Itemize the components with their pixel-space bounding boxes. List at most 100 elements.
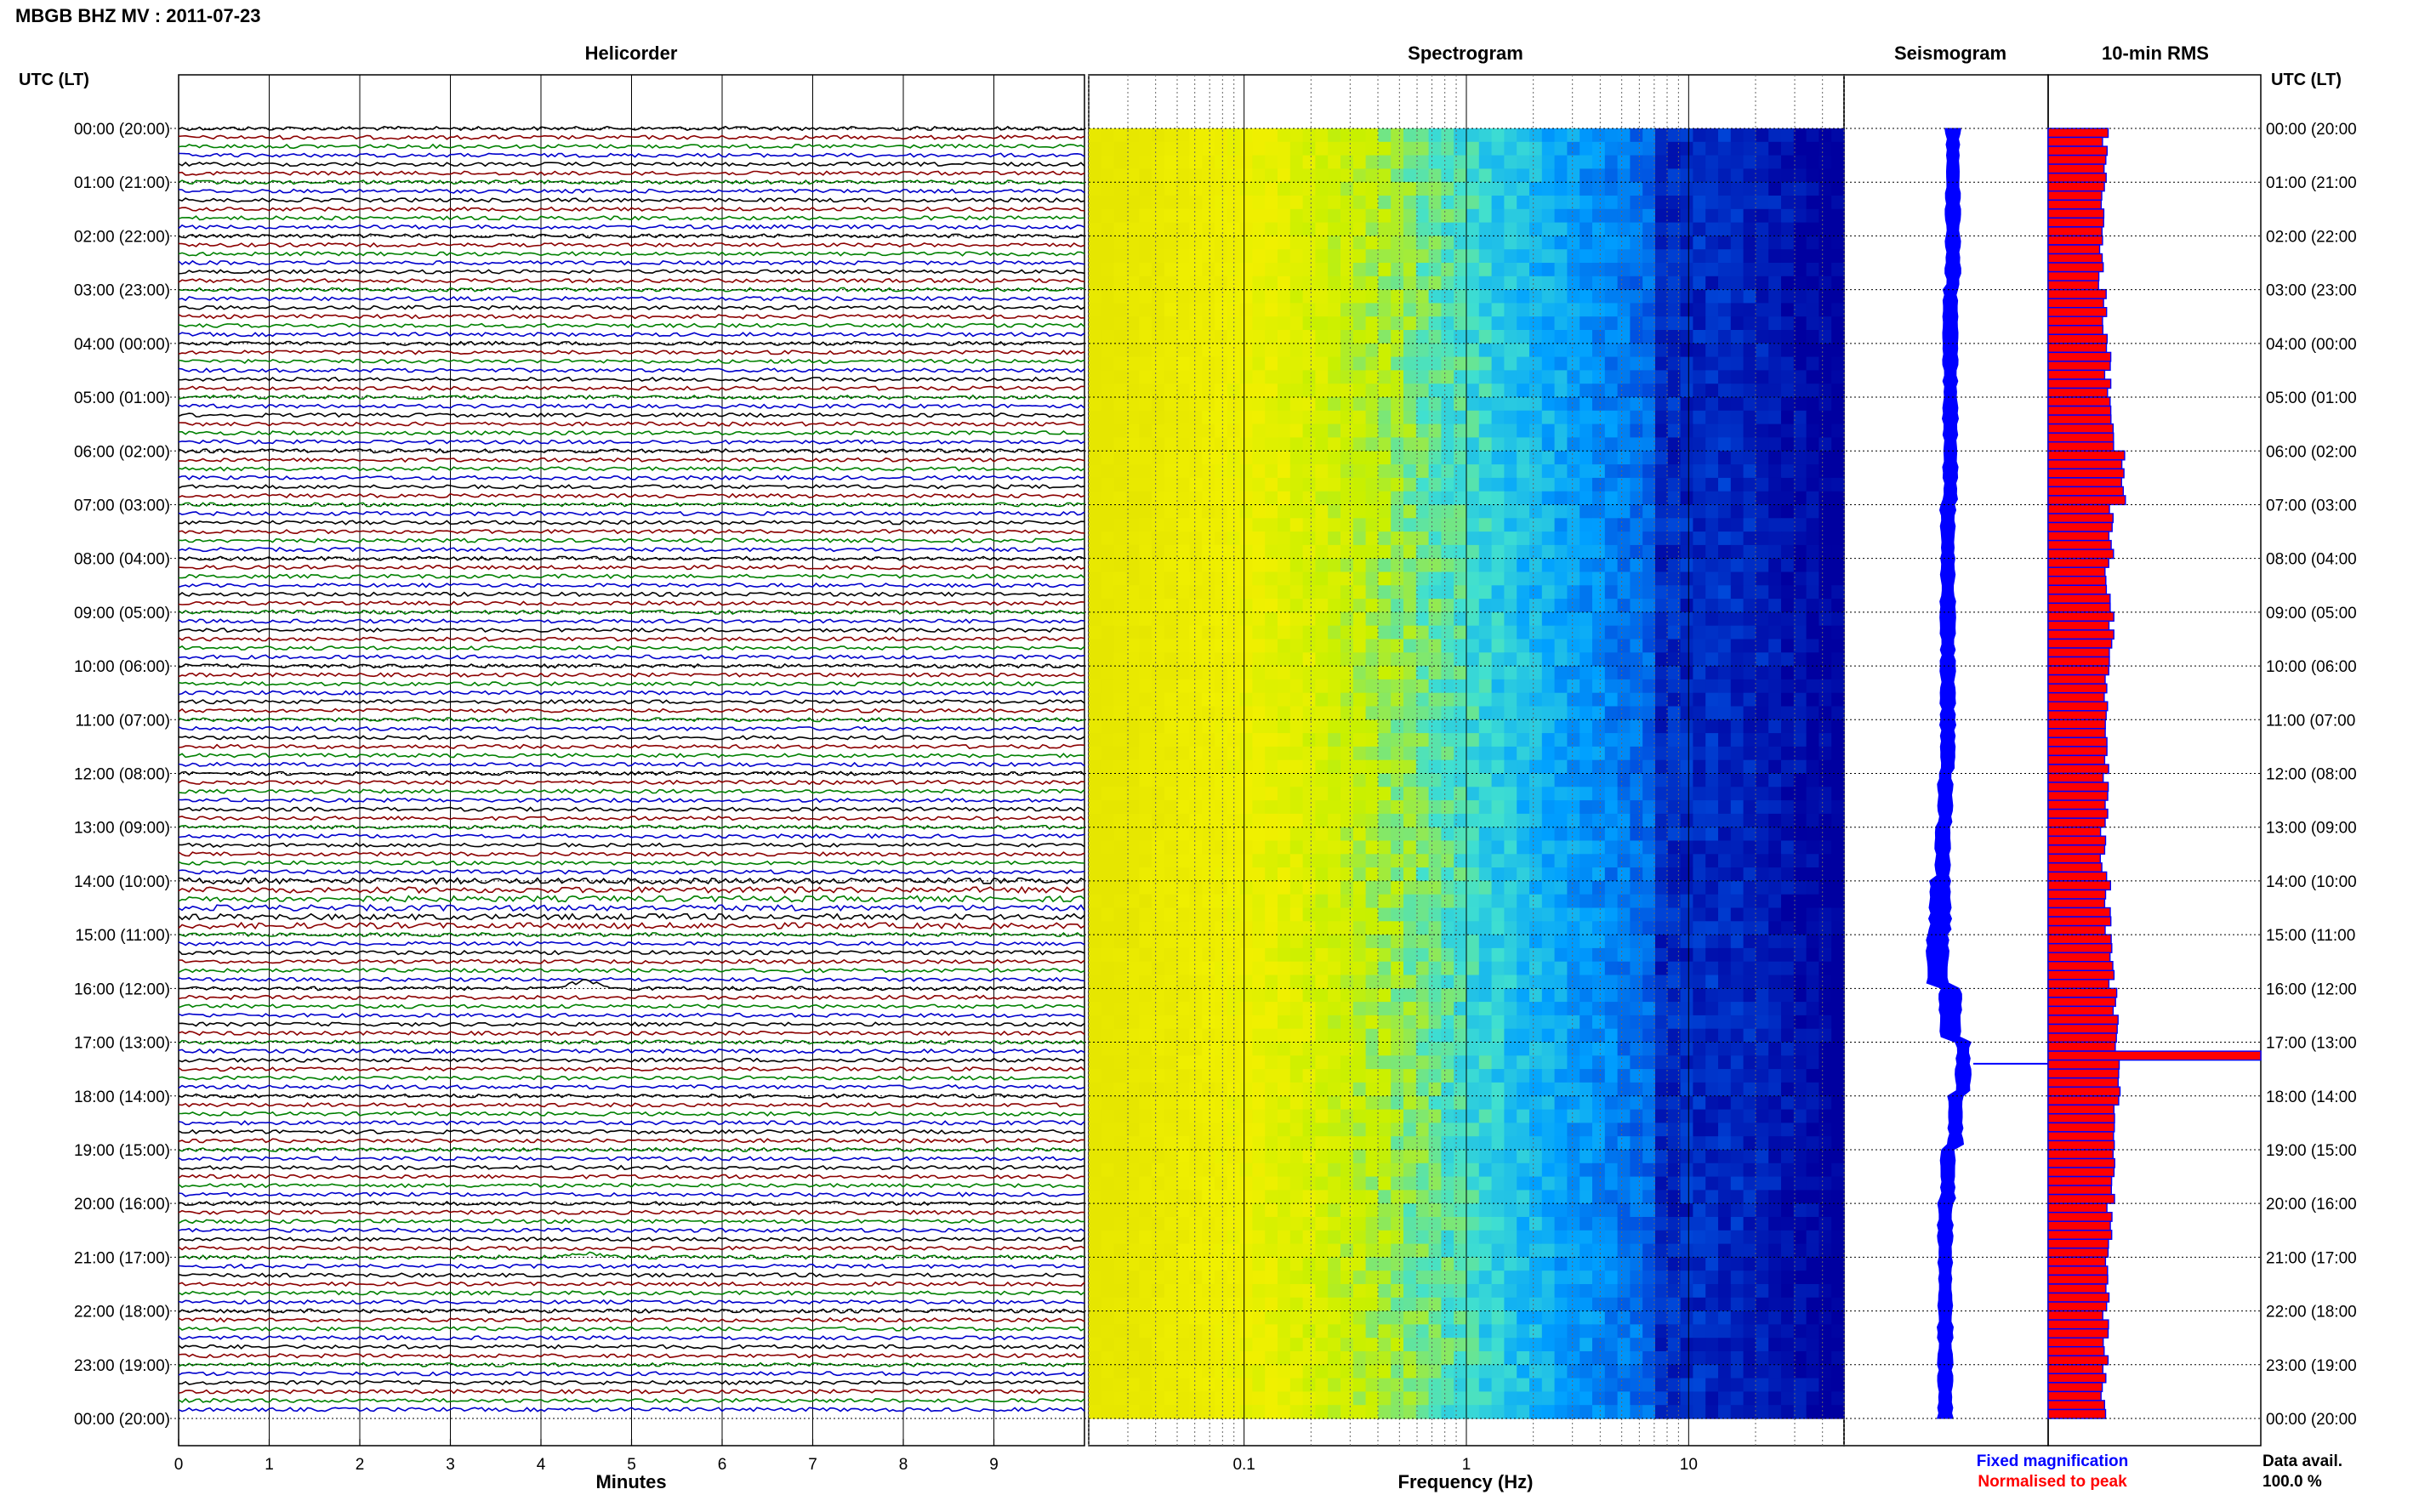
spectrogram-cell: [1579, 947, 1593, 963]
spectrogram-cell: [1655, 639, 1669, 653]
spectrogram-cell: [1239, 196, 1253, 210]
spectrogram-cell: [1113, 558, 1127, 573]
spectrogram-cell: [1466, 464, 1480, 479]
spectrogram-cell: [1667, 356, 1682, 371]
spectrogram-cell: [1466, 477, 1480, 492]
spectrogram-cell: [1730, 303, 1745, 317]
spectrogram-cell: [1504, 1162, 1517, 1178]
spectrogram-cell: [1403, 196, 1417, 210]
spectrogram-cell: [1819, 1015, 1832, 1030]
spectrogram-cell: [1567, 1162, 1580, 1178]
spectrogram-cell: [1428, 155, 1442, 169]
spectrogram-cell: [1189, 1190, 1203, 1204]
spectrogram-cell: [1831, 585, 1845, 600]
spectrogram-cell: [1504, 316, 1517, 331]
spectrogram-cell: [1252, 1055, 1266, 1070]
spectrogram-cell: [1831, 464, 1845, 479]
spectrogram-cell: [1189, 1150, 1203, 1164]
spectrogram-cell: [1302, 880, 1316, 895]
spectrogram-cell: [1806, 356, 1819, 371]
spectrogram-cell: [1176, 182, 1190, 196]
spectrogram-cell: [1730, 504, 1745, 519]
spectrogram-cell: [1454, 787, 1467, 801]
helicorder-trace: [178, 484, 1085, 490]
spectrogram-cell: [1831, 921, 1845, 935]
spectrogram-cell: [1831, 236, 1845, 250]
spectrogram-cell: [1831, 867, 1845, 882]
spectrogram-cell: [1340, 236, 1354, 250]
spectrogram-cell: [1831, 652, 1845, 667]
spectrogram-cell: [1391, 759, 1404, 775]
spectrogram-cell: [1089, 773, 1102, 787]
spectrogram-cell: [1478, 477, 1493, 492]
spectrogram-cell: [1693, 303, 1706, 317]
spectrogram-cell: [1529, 1150, 1543, 1164]
spectrogram-cell: [1517, 558, 1530, 573]
spectrogram-cell: [1517, 1028, 1530, 1043]
spectrogram-cell: [1378, 1150, 1392, 1164]
spectrogram-cell: [1504, 370, 1517, 384]
spectrogram-cell: [1089, 316, 1102, 331]
spectrogram-cell: [1328, 1082, 1341, 1097]
spectrogram-cell: [1768, 182, 1782, 196]
spectrogram-cell: [1630, 182, 1643, 196]
spectrogram-cell: [1617, 1176, 1631, 1191]
spectrogram-cell: [1403, 692, 1417, 708]
spectrogram-cell: [1831, 988, 1845, 1003]
helicorder-trace: [178, 1164, 1085, 1171]
spectrogram-cell: [1806, 208, 1819, 224]
spectrogram-cell: [1101, 249, 1115, 264]
spectrogram-cell: [1630, 518, 1643, 532]
spectrogram-cell: [1176, 625, 1190, 640]
spectrogram-cell: [1152, 1069, 1165, 1083]
spectrogram-cell: [1793, 544, 1807, 560]
helicorder-trace: [178, 680, 1085, 687]
spectrogram-cell: [1806, 1028, 1819, 1043]
spectrogram-cell: [1340, 208, 1354, 224]
spectrogram-cell: [1454, 397, 1467, 412]
spectrogram-cell: [1340, 947, 1354, 963]
spectrogram-cell: [1340, 759, 1354, 775]
spectrogram-cell: [1517, 719, 1530, 734]
spectrogram-cell: [1642, 692, 1656, 708]
spectrogram-cell: [1529, 733, 1543, 747]
spectrogram-cell: [1730, 759, 1745, 775]
spectrogram-cell: [1340, 410, 1354, 425]
spectrogram-cell: [1667, 1082, 1682, 1097]
spectrogram-cell: [1365, 947, 1379, 963]
spectrogram-cell: [1101, 1176, 1115, 1191]
spectrogram-cell: [1806, 1069, 1819, 1083]
spectrogram-cell: [1113, 128, 1127, 143]
spectrogram-cell: [1289, 961, 1304, 976]
spectrogram-cell: [1630, 947, 1643, 963]
spectrogram-cell: [1403, 1109, 1417, 1123]
spectrogram-cell: [1454, 168, 1467, 183]
spectrogram-cell: [1630, 263, 1643, 277]
spectrogram-cell: [1239, 1055, 1253, 1070]
spectrogram-cell: [1378, 773, 1392, 787]
spectrogram-cell: [1756, 128, 1769, 143]
spectrogram-cell: [1415, 947, 1430, 963]
spectrogram-cell: [1680, 316, 1693, 331]
spectrogram-cell: [1365, 1042, 1379, 1056]
spectrogram-cell: [1176, 1176, 1190, 1191]
spectrogram-cell: [1781, 867, 1795, 882]
spectrogram-cell: [1089, 827, 1102, 842]
spectrogram-cell: [1756, 1055, 1769, 1070]
spectrogram-cell: [1529, 236, 1543, 250]
spectrogram-cell: [1617, 652, 1631, 667]
spectrogram-cell: [1743, 639, 1756, 653]
spectrogram-cell: [1756, 263, 1769, 277]
spectrogram-cell: [1831, 746, 1845, 761]
spectrogram-cell: [1189, 384, 1203, 398]
spectrogram-cell: [1617, 1082, 1631, 1097]
spectrogram-cell: [1604, 867, 1619, 882]
spectrogram-cell: [1340, 719, 1354, 734]
spectrogram-cell: [1441, 935, 1454, 949]
spectrogram-cell: [1378, 1095, 1392, 1111]
spectrogram-cell: [1302, 423, 1316, 438]
spectrogram-cell: [1529, 1095, 1543, 1111]
spectrogram-cell: [1365, 827, 1379, 842]
spectrogram-cell: [1466, 1190, 1480, 1204]
spectrogram-cell: [1227, 679, 1241, 694]
